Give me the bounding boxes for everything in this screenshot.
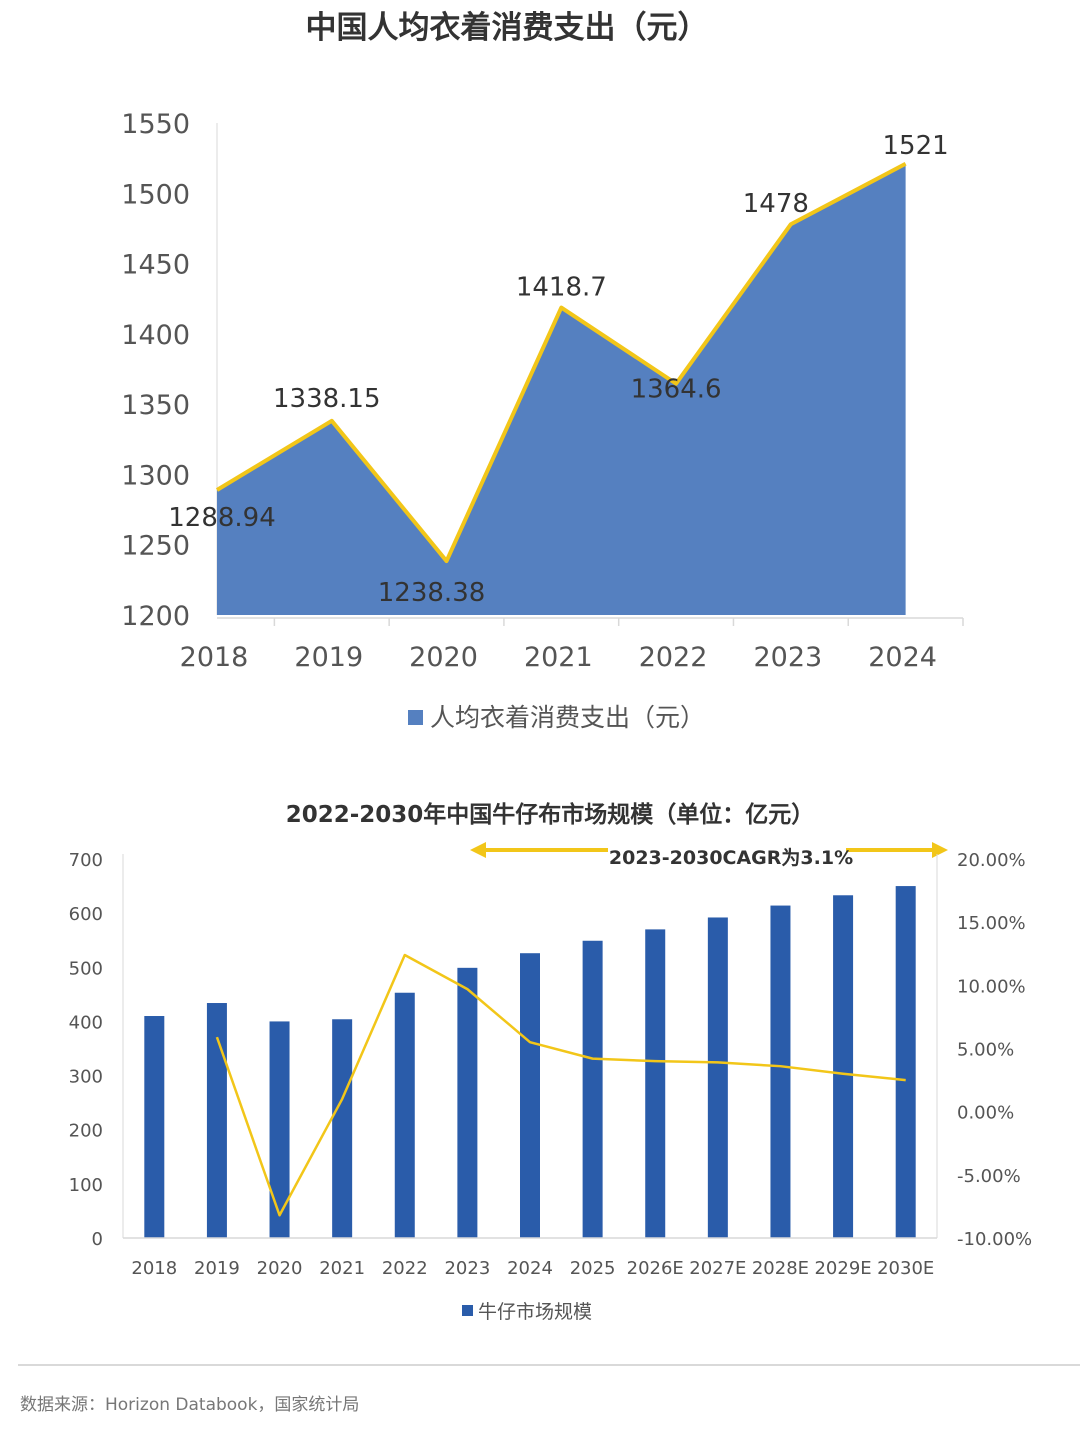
chart1-data-label: 1478 (743, 189, 809, 219)
chart2-bar (206, 1003, 227, 1238)
chart2-y-left-tick-label: 600 (69, 904, 103, 925)
chart2-bar (707, 917, 728, 1238)
chart2-y-left-tick-label: 0 (92, 1229, 103, 1250)
chart2-x-tick-label: 2025 (570, 1258, 616, 1279)
data-source-note: 数据来源：Horizon Databook，国家统计局 (20, 1395, 360, 1415)
cagr-annotation-label: 2023-2030CAGR为3.1% (609, 846, 853, 869)
chart1-data-label: 1338.15 (273, 384, 381, 414)
chart2-y-left-tick-label: 700 (69, 850, 103, 871)
chart2-bar (520, 953, 540, 1238)
chart1-title: 中国人均衣着消费支出（元） (306, 10, 709, 46)
chart1-data-label: 1521 (883, 131, 949, 161)
chart1-legend: 人均衣着消费支出（元） (408, 703, 705, 732)
chart1-x-tick-label: 2020 (409, 642, 478, 673)
chart1-y-tick-label: 1300 (121, 460, 190, 491)
chart2-bar (770, 905, 791, 1238)
chart2-y-right-tick-label: 15.00% (957, 913, 1026, 934)
chart1-series-line (215, 161, 907, 564)
chart2-bar (144, 1016, 165, 1238)
chart2-y-left-tick-label: 200 (69, 1121, 103, 1142)
chart2-x-tick-label: 2018 (131, 1258, 177, 1279)
chart1-data-label: 1364.6 (631, 375, 722, 405)
chart2-y-right-tick-label: -10.00% (957, 1229, 1032, 1250)
chart1-y-tick-label: 1350 (121, 390, 190, 421)
chart2-bar (833, 895, 854, 1238)
chart2-bar (269, 1021, 290, 1238)
chart2-legend-label: 牛仔市场规模 (478, 1301, 592, 1323)
chart2-title: 2022-2030年中国牛仔布市场规模（单位：亿元） (286, 801, 815, 828)
chart2-x-tick-label: 2029E (814, 1258, 871, 1279)
chart2-y-right-tick-label: 0.00% (957, 1103, 1014, 1124)
chart2-y-left-tick-label: 500 (69, 958, 103, 979)
chart1-y-tick-label: 1450 (121, 250, 190, 281)
chart2-x-tick-label: 2024 (507, 1258, 553, 1279)
chart1-y-tick-label: 1250 (121, 531, 190, 562)
chart2-x-tick-label: 2020 (257, 1258, 303, 1279)
chart1-x-tick-label: 2018 (180, 642, 249, 673)
chart1-y-tick-label: 1200 (121, 601, 190, 632)
chart1-legend-label: 人均衣着消费支出（元） (430, 703, 705, 732)
per-capita-clothing-chart: 中国人均衣着消费支出（元） 1550 1500 1450 1400 1350 1300 12… (121, 10, 964, 732)
chart1-x-tick-label: 2024 (868, 642, 937, 673)
cagr-arrowhead-right (932, 842, 948, 858)
chart1-data-label: 1238.38 (378, 578, 486, 608)
chart2-bar (645, 929, 666, 1238)
chart1-x-tick-label: 2021 (524, 642, 593, 673)
chart1-data-label: 1288.94 (168, 503, 276, 533)
chart2-bar (457, 967, 478, 1238)
chart2-legend-swatch (462, 1305, 473, 1316)
chart2-bar (332, 1019, 353, 1238)
chart1-x-tick-label: 2022 (639, 642, 708, 673)
cagr-arrowhead-left (470, 842, 486, 858)
chart2-bar (895, 886, 916, 1238)
chart2-y-right-tick-label: 5.00% (957, 1040, 1014, 1061)
chart2-bar (582, 940, 603, 1238)
chart2-y-right-tick-label: 20.00% (957, 850, 1026, 871)
denim-market-chart: 2022-2030年中国牛仔布市场规模（单位：亿元） 2023-2030CAGR… (69, 801, 1033, 1323)
chart2-legend: 牛仔市场规模 (462, 1301, 592, 1323)
chart1-x-tick-label: 2019 (294, 642, 363, 673)
chart2-x-tick-label: 2027E (689, 1258, 746, 1279)
chart1-legend-swatch (408, 710, 423, 725)
chart1-y-tick-label: 1500 (121, 179, 190, 210)
chart2-x-tick-label: 2023 (444, 1258, 490, 1279)
chart2-x-tick-label: 2022 (382, 1258, 428, 1279)
chart2-x-tick-label: 2019 (194, 1258, 240, 1279)
chart2-x-tick-label: 2028E (752, 1258, 809, 1279)
chart2-y-right-tick-label: 10.00% (957, 976, 1026, 997)
footer-divider (18, 1364, 1080, 1366)
chart1-y-tick-label: 1400 (121, 320, 190, 351)
chart2-x-tick-label: 2030E (877, 1258, 934, 1279)
chart2-y-right-tick-label: -5.00% (957, 1166, 1021, 1187)
chart2-x-tick-label: 2026E (627, 1258, 684, 1279)
chart1-y-tick-label: 1550 (121, 109, 190, 140)
cagr-annotation: 2023-2030CAGR为3.1% (470, 842, 948, 869)
chart1-x-tick-label: 2023 (753, 642, 822, 673)
chart2-y-left-tick-label: 300 (69, 1067, 103, 1088)
chart2-growth-line (215, 953, 906, 1217)
chart2-y-left-tick-label: 400 (69, 1012, 103, 1033)
chart2-x-tick-label: 2021 (319, 1258, 365, 1279)
chart2-bar (394, 992, 415, 1238)
chart1-area (217, 163, 906, 615)
chart1-data-label: 1418.7 (516, 273, 607, 303)
chart2-y-left-tick-label: 100 (69, 1175, 103, 1196)
